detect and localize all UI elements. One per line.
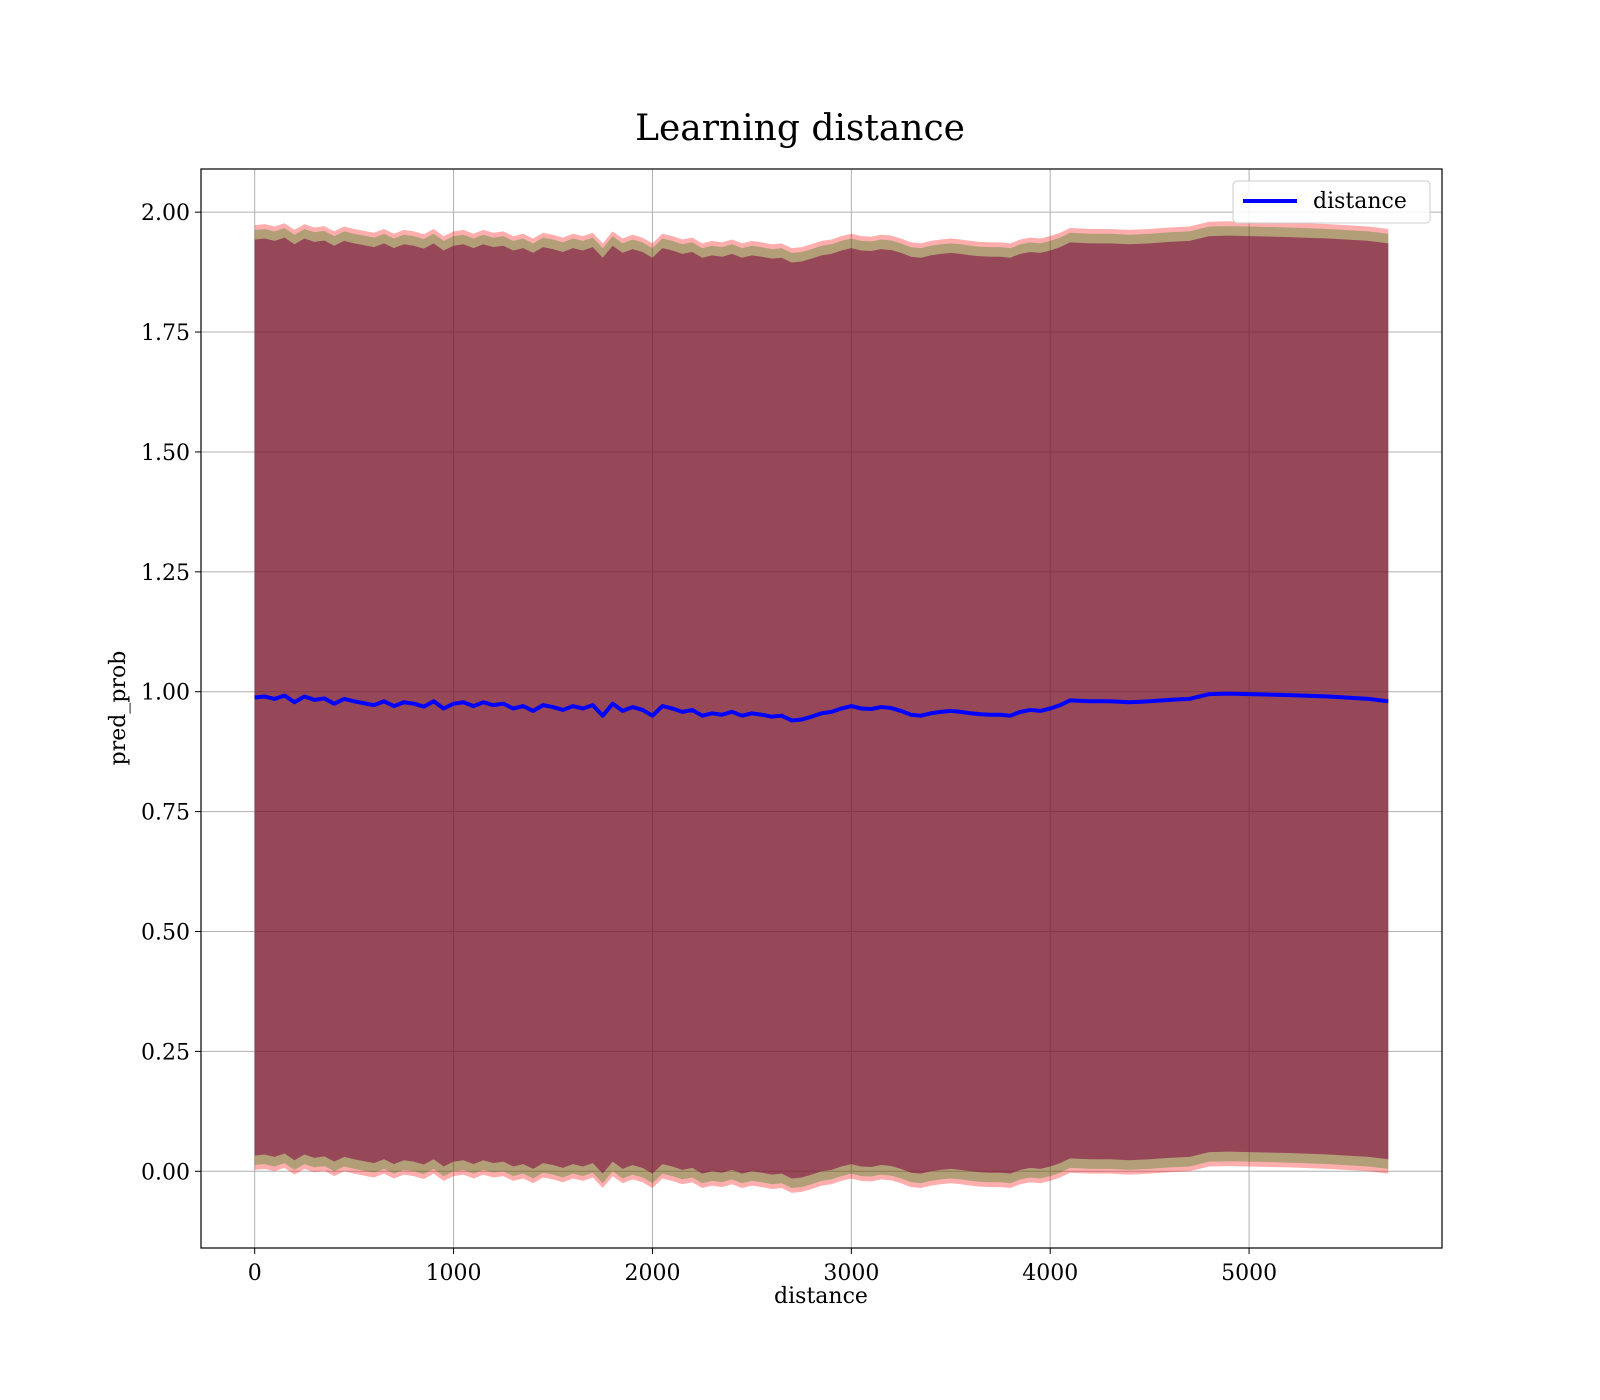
x-axis-ticks: 0 1000 2000 3000 4000 5000 [248, 1248, 1277, 1286]
y-tick-label: 1.75 [141, 321, 190, 346]
x-tick-label: 1000 [426, 1261, 482, 1286]
y-tick-label: 1.50 [141, 441, 190, 466]
x-tick-label: 0 [248, 1261, 262, 1286]
y-axis-label: pred_prob [106, 651, 131, 766]
series-line-distance [254, 691, 1389, 723]
y-tick-label: 1.25 [141, 561, 190, 586]
y-tick-label: 1.00 [141, 681, 190, 706]
x-tick-label: 4000 [1022, 1261, 1078, 1286]
x-tick-label: 3000 [823, 1261, 879, 1286]
y-tick-label: 0.00 [141, 1160, 190, 1185]
x-axis-label: distance [774, 1284, 868, 1309]
y-axis-ticks: 0.00 0.25 0.50 0.75 1.00 1.25 1.50 1.75 2.00 [141, 201, 201, 1185]
y-tick-label: 0.50 [141, 920, 190, 945]
x-tick-label: 2000 [624, 1261, 680, 1286]
series-lines [254, 691, 1389, 723]
legend-box [1232, 180, 1431, 224]
chart-title: Learning distance [635, 108, 965, 149]
x-tick-label: 5000 [1221, 1261, 1277, 1286]
band-core [254, 235, 1389, 1179]
plot-area-frame [200, 168, 1443, 1249]
y-tick-label: 2.00 [141, 201, 190, 226]
y-tick-label: 0.25 [141, 1040, 190, 1065]
y-tick-label: 0.75 [141, 801, 190, 826]
confidence-bands [254, 221, 1389, 1193]
legend: distance [1232, 180, 1431, 224]
legend-entry-label: distance [1313, 189, 1407, 214]
